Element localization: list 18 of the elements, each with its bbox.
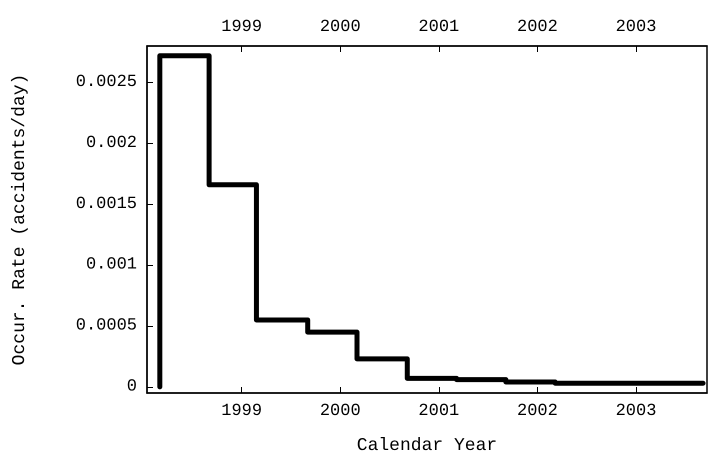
x-axis-title: Calendar Year — [356, 436, 498, 456]
x-tick-label: 1999 — [221, 402, 262, 421]
x2-tick-label: 2000 — [320, 18, 361, 37]
y-tick-label: 0 — [126, 377, 137, 396]
y-tick-label: 0.002 — [86, 134, 137, 153]
y-tick-label: 0.001 — [86, 256, 137, 275]
x-tick-label: 2003 — [616, 402, 656, 421]
x2-tick-label: 2003 — [616, 18, 656, 37]
x2-tick-label: 2001 — [418, 18, 460, 37]
x-tick-label: 2001 — [418, 402, 460, 421]
y-tick-label: 0.0005 — [76, 316, 137, 336]
x2-tick-label: 2002 — [517, 18, 558, 37]
y-tick-label: 0.0015 — [76, 194, 137, 214]
y-axis-title: Occur. Rate (accidents/day) — [10, 74, 30, 366]
y-tick-label: 0.0025 — [76, 73, 137, 92]
x-tick-label: 2000 — [320, 402, 361, 421]
x2-tick-label: 1999 — [221, 18, 262, 37]
x-tick-label: 2002 — [517, 402, 558, 421]
